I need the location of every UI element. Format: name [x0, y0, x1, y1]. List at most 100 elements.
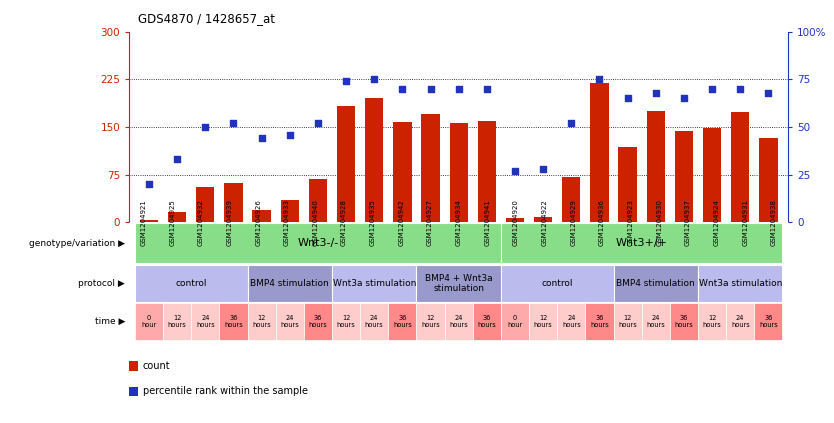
Text: count: count	[143, 361, 170, 371]
Text: control: control	[541, 279, 573, 288]
Text: Wnt3a stimulation: Wnt3a stimulation	[333, 279, 416, 288]
Text: GSM1204940: GSM1204940	[313, 199, 319, 246]
Text: Wnt3a stimulation: Wnt3a stimulation	[699, 279, 782, 288]
Point	[480, 85, 494, 92]
FancyBboxPatch shape	[304, 303, 332, 340]
FancyBboxPatch shape	[501, 265, 614, 302]
Text: Wnt3-/-: Wnt3-/-	[297, 238, 339, 248]
Text: 24
hours: 24 hours	[196, 315, 214, 328]
FancyBboxPatch shape	[163, 303, 191, 340]
FancyBboxPatch shape	[501, 223, 782, 264]
Text: 24
hours: 24 hours	[562, 315, 580, 328]
Text: 36
hours: 36 hours	[393, 315, 412, 328]
Text: GSM1204925: GSM1204925	[169, 199, 175, 246]
Text: GSM1204935: GSM1204935	[369, 199, 376, 246]
Text: GDS4870 / 1428657_at: GDS4870 / 1428657_at	[138, 12, 274, 25]
Bar	[421, 114, 440, 222]
Text: GSM1204921: GSM1204921	[141, 199, 147, 246]
Point	[706, 85, 719, 92]
Bar	[140, 220, 158, 222]
FancyBboxPatch shape	[754, 303, 782, 340]
FancyBboxPatch shape	[191, 303, 219, 340]
Bar	[646, 111, 665, 222]
Point	[734, 85, 747, 92]
Text: protocol ▶: protocol ▶	[78, 279, 125, 288]
Text: 12
hours: 12 hours	[337, 315, 355, 328]
Text: GSM1204942: GSM1204942	[399, 199, 404, 246]
Text: Wnt3+/+: Wnt3+/+	[615, 238, 668, 248]
Text: 36
hours: 36 hours	[224, 315, 243, 328]
Point	[565, 120, 578, 126]
FancyBboxPatch shape	[726, 303, 754, 340]
Text: 36
hours: 36 hours	[478, 315, 496, 328]
Point	[677, 95, 691, 102]
FancyBboxPatch shape	[135, 303, 163, 340]
Point	[761, 89, 775, 96]
Text: GSM1204933: GSM1204933	[284, 199, 290, 246]
Bar	[562, 176, 580, 222]
Text: 36
hours: 36 hours	[590, 315, 609, 328]
Text: GSM1204931: GSM1204931	[742, 199, 748, 246]
Bar	[168, 212, 186, 222]
Point	[424, 85, 437, 92]
FancyBboxPatch shape	[276, 303, 304, 340]
Text: GSM1204928: GSM1204928	[341, 199, 347, 246]
Bar	[337, 106, 355, 222]
Text: 24
hours: 24 hours	[280, 315, 299, 328]
Text: GSM1204924: GSM1204924	[714, 199, 720, 246]
Text: 24
hours: 24 hours	[364, 315, 384, 328]
FancyBboxPatch shape	[248, 303, 276, 340]
Point	[368, 76, 381, 83]
Point	[649, 89, 662, 96]
Text: GSM1204937: GSM1204937	[685, 199, 691, 246]
FancyBboxPatch shape	[614, 303, 641, 340]
Bar	[365, 99, 384, 222]
Text: percentile rank within the sample: percentile rank within the sample	[143, 386, 308, 396]
Bar	[280, 200, 299, 222]
Text: GSM1204936: GSM1204936	[599, 199, 605, 246]
Text: 12
hours: 12 hours	[421, 315, 440, 328]
Bar	[309, 179, 327, 222]
Text: GSM1204926: GSM1204926	[255, 199, 261, 246]
FancyBboxPatch shape	[473, 303, 501, 340]
Point	[536, 165, 550, 172]
Text: BMP4 stimulation: BMP4 stimulation	[616, 279, 696, 288]
FancyBboxPatch shape	[585, 303, 614, 340]
Text: GSM1204929: GSM1204929	[570, 199, 576, 246]
Bar	[534, 217, 552, 222]
Point	[255, 135, 269, 142]
Text: GSM1204932: GSM1204932	[198, 199, 203, 246]
Bar	[450, 123, 468, 222]
Text: 24
hours: 24 hours	[450, 315, 468, 328]
Bar	[224, 183, 243, 222]
Point	[227, 120, 240, 126]
FancyBboxPatch shape	[557, 303, 585, 340]
Bar	[253, 210, 271, 222]
Text: 12
hours: 12 hours	[252, 315, 271, 328]
FancyBboxPatch shape	[445, 303, 473, 340]
Point	[283, 131, 296, 138]
Text: 36
hours: 36 hours	[759, 315, 778, 328]
FancyBboxPatch shape	[332, 265, 416, 302]
Point	[170, 156, 183, 163]
FancyBboxPatch shape	[698, 265, 782, 302]
Text: 36
hours: 36 hours	[675, 315, 693, 328]
Point	[395, 85, 409, 92]
Text: 12
hours: 12 hours	[703, 315, 721, 328]
Text: 0
hour: 0 hour	[141, 315, 157, 328]
Text: GSM1204922: GSM1204922	[541, 199, 548, 246]
Text: 24
hours: 24 hours	[646, 315, 666, 328]
Bar	[506, 218, 524, 222]
Text: time ▶: time ▶	[95, 317, 125, 326]
Text: genotype/variation ▶: genotype/variation ▶	[29, 239, 125, 248]
Text: 36
hours: 36 hours	[309, 315, 327, 328]
Bar	[619, 147, 637, 222]
FancyBboxPatch shape	[332, 303, 360, 340]
Bar	[590, 82, 609, 222]
Text: GSM1204927: GSM1204927	[427, 199, 433, 246]
Point	[621, 95, 635, 102]
Point	[311, 120, 324, 126]
FancyBboxPatch shape	[641, 303, 670, 340]
Text: GSM1204920: GSM1204920	[513, 199, 519, 246]
FancyBboxPatch shape	[416, 265, 501, 302]
